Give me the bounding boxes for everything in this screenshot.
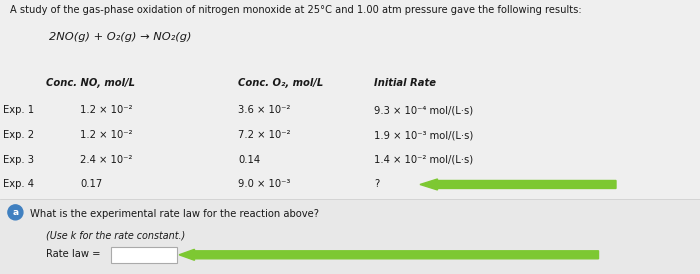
Text: 1.9 × 10⁻³ mol/(L·s): 1.9 × 10⁻³ mol/(L·s): [374, 130, 474, 140]
Text: 2NO(g) + O₂(g) → NO₂(g): 2NO(g) + O₂(g) → NO₂(g): [49, 32, 192, 41]
Text: ?: ?: [374, 179, 379, 189]
Text: Conc. NO, mol/L: Conc. NO, mol/L: [46, 78, 134, 88]
Text: 0.17: 0.17: [80, 179, 103, 189]
Text: (Use k for the rate constant.): (Use k for the rate constant.): [46, 230, 185, 240]
Text: A study of the gas-phase oxidation of nitrogen monoxide at 25°C and 1.00 atm pre: A study of the gas-phase oxidation of ni…: [10, 5, 582, 15]
Text: Exp. 1: Exp. 1: [3, 105, 34, 115]
Text: 9.0 × 10⁻³: 9.0 × 10⁻³: [238, 179, 290, 189]
Text: 3.6 × 10⁻²: 3.6 × 10⁻²: [238, 105, 290, 115]
Text: Exp. 2: Exp. 2: [3, 130, 34, 140]
Circle shape: [8, 205, 23, 220]
Text: Conc. O₂, mol/L: Conc. O₂, mol/L: [238, 78, 323, 88]
Text: 0.14: 0.14: [238, 155, 260, 165]
Bar: [0, 199, 700, 274]
FancyArrow shape: [420, 179, 616, 190]
Text: 2.4 × 10⁻²: 2.4 × 10⁻²: [80, 155, 133, 165]
Text: 1.4 × 10⁻² mol/(L·s): 1.4 × 10⁻² mol/(L·s): [374, 155, 474, 165]
Text: 1.2 × 10⁻²: 1.2 × 10⁻²: [80, 130, 133, 140]
Text: Exp. 4: Exp. 4: [3, 179, 34, 189]
Text: 7.2 × 10⁻²: 7.2 × 10⁻²: [238, 130, 290, 140]
Text: What is the experimental rate law for the reaction above?: What is the experimental rate law for th…: [30, 209, 319, 219]
FancyArrow shape: [179, 249, 598, 260]
Text: Rate law =: Rate law =: [46, 249, 100, 259]
Text: 1.2 × 10⁻²: 1.2 × 10⁻²: [80, 105, 133, 115]
Text: Initial Rate: Initial Rate: [374, 78, 437, 88]
Text: Exp. 3: Exp. 3: [3, 155, 34, 165]
Text: 9.3 × 10⁻⁴ mol/(L·s): 9.3 × 10⁻⁴ mol/(L·s): [374, 105, 474, 115]
Text: a: a: [13, 208, 18, 217]
Bar: [111, 247, 177, 263]
